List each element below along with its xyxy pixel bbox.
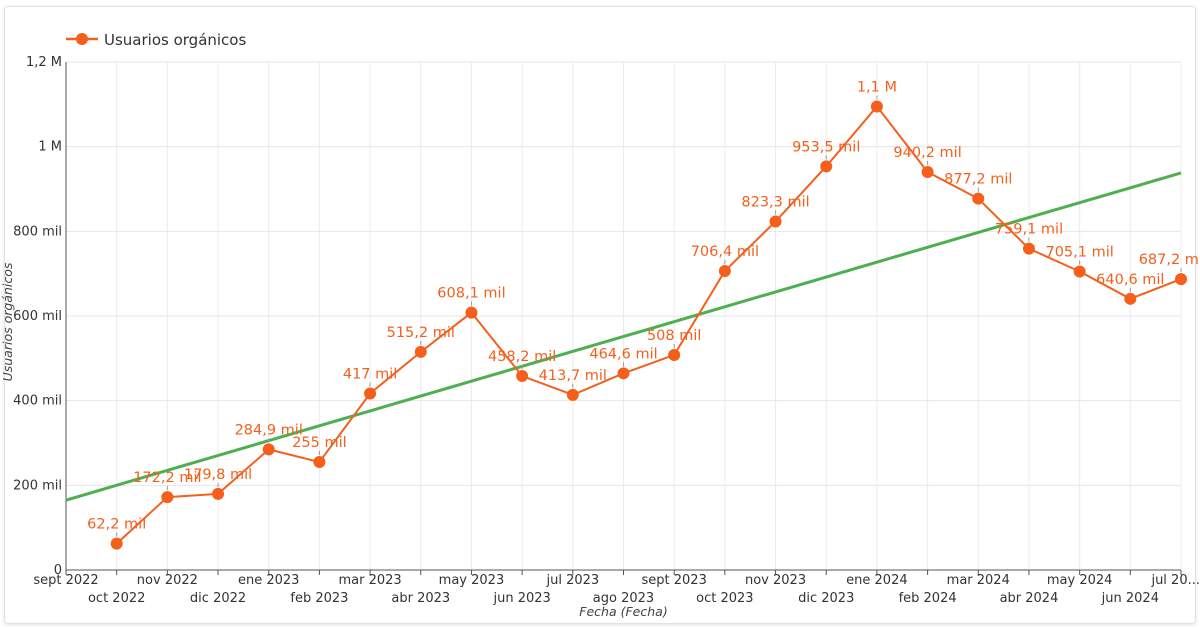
data-point[interactable] <box>212 487 225 500</box>
x-tick-label: abr 2023 <box>391 591 450 606</box>
data-point[interactable] <box>870 100 883 113</box>
y-tick-label: 1,2 M <box>26 55 62 70</box>
series-line <box>116 105 1182 545</box>
x-tick-label: nov 2022 <box>137 573 198 588</box>
x-tick-label: dic 2023 <box>798 591 854 606</box>
data-point[interactable] <box>364 387 377 400</box>
x-tick-label: feb 2024 <box>899 591 957 606</box>
data-label: 255 mil <box>292 435 346 451</box>
y-tick-label: 400 mil <box>13 394 62 409</box>
x-tick-label: feb 2023 <box>290 591 348 606</box>
data-point[interactable] <box>161 491 174 504</box>
y-tick-label: 800 mil <box>13 224 62 239</box>
y-tick-label: 200 mil <box>13 478 62 493</box>
data-point[interactable] <box>972 192 985 205</box>
x-tick-label: oct 2022 <box>88 591 145 606</box>
data-label: 1,1 M <box>857 79 897 95</box>
x-tick-label: nov 2023 <box>745 573 806 588</box>
data-point[interactable] <box>617 367 630 380</box>
data-label: 940,2 mil <box>893 145 961 161</box>
legend-swatch-marker <box>76 33 88 45</box>
x-tick-label: mar 2024 <box>947 573 1010 588</box>
data-point[interactable] <box>313 456 326 469</box>
data-label: 608,1 mil <box>437 286 505 302</box>
x-tick-label: ene 2024 <box>846 573 907 588</box>
x-tick-label: may 2023 <box>439 573 505 588</box>
x-tick-label: jul 2023 <box>545 573 599 588</box>
x-tick-label: ene 2023 <box>238 573 299 588</box>
data-point[interactable] <box>921 165 934 178</box>
y-axis-title: Usuarios orgánicos <box>0 262 15 381</box>
data-label: 458,2 mil <box>488 349 556 365</box>
data-label: 823,3 mil <box>741 194 809 210</box>
data-label: 687,2 mil <box>1139 252 1200 268</box>
data-label: 417 mil <box>343 366 397 382</box>
data-label: 877,2 mil <box>944 172 1012 188</box>
legend-label: Usuarios orgánicos <box>104 31 246 49</box>
y-tick-label: 600 mil <box>13 309 62 324</box>
data-label: 759,1 mil <box>995 222 1063 238</box>
data-label: 284,9 mil <box>235 422 303 438</box>
x-tick-label: mar 2023 <box>338 573 401 588</box>
trend-line <box>65 171 1182 502</box>
data-label: 172,2 mil <box>133 470 201 486</box>
data-point[interactable] <box>769 215 782 228</box>
data-point[interactable] <box>262 443 275 456</box>
data-label: 515,2 mil <box>387 325 455 341</box>
x-tick-label: jul 20... <box>1150 573 1200 588</box>
data-point[interactable] <box>465 306 478 319</box>
data-point[interactable] <box>516 370 529 383</box>
data-label: 953,5 mil <box>792 139 860 155</box>
data-point[interactable] <box>566 388 579 401</box>
data-label: 62,2 mil <box>87 517 146 533</box>
x-tick-label: oct 2023 <box>696 591 753 606</box>
data-label: 640,6 mil <box>1096 272 1164 288</box>
data-label: 706,4 mil <box>691 244 759 260</box>
data-label: 464,6 mil <box>589 346 657 362</box>
y-tick-label: 0 <box>54 563 62 578</box>
data-point[interactable] <box>414 345 427 358</box>
data-point[interactable] <box>1175 273 1187 286</box>
data-label: 413,7 mil <box>539 368 607 384</box>
data-point[interactable] <box>820 160 833 173</box>
x-tick-label: dic 2022 <box>190 591 246 606</box>
x-tick-label: jun 2024 <box>1101 591 1159 606</box>
data-label: 179,8 mil <box>184 467 252 483</box>
data-point[interactable] <box>718 264 731 277</box>
x-tick-label: sept 2023 <box>642 573 707 588</box>
x-axis-title: Fecha (Fecha) <box>579 604 667 619</box>
data-point[interactable] <box>1124 292 1137 305</box>
y-tick-label: 1 M <box>38 140 62 155</box>
data-point[interactable] <box>1073 265 1086 278</box>
data-label: 508 mil <box>647 328 701 344</box>
x-tick-label: sept 2022 <box>33 573 98 588</box>
data-point[interactable] <box>1022 242 1035 255</box>
data-point[interactable] <box>668 348 681 361</box>
x-tick-label: ago 2023 <box>593 591 654 606</box>
chart-card <box>4 6 1196 624</box>
data-label: 705,1 mil <box>1045 245 1113 261</box>
data-point[interactable] <box>110 537 123 550</box>
x-tick-label: abr 2024 <box>1000 591 1059 606</box>
x-tick-label: may 2024 <box>1047 573 1113 588</box>
x-tick-label: jun 2023 <box>492 591 550 606</box>
